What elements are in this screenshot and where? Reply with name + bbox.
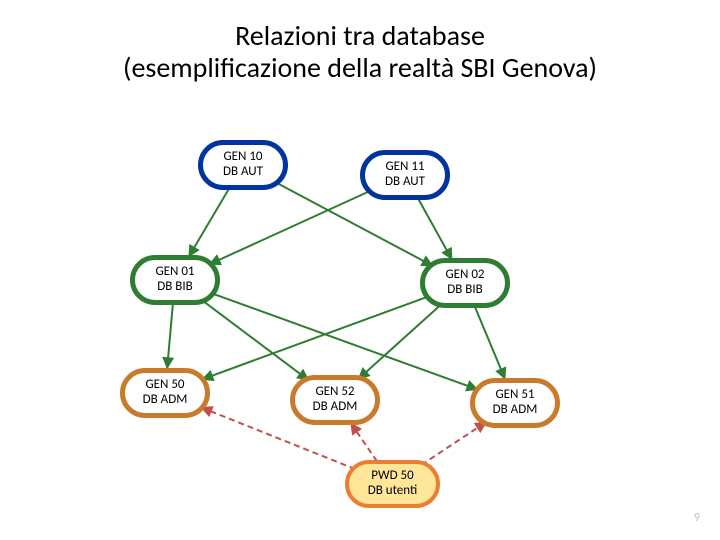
edge <box>418 199 451 259</box>
edge <box>202 300 308 380</box>
edge <box>359 304 442 378</box>
node-label: GEN 02 <box>445 267 484 282</box>
node-label: DB ADM <box>493 402 538 417</box>
node-label: GEN 10 <box>223 149 262 164</box>
node-label: GEN 01 <box>155 264 194 279</box>
node-label: PWD 50 <box>371 468 413 483</box>
node-gen52-db-adm: GEN 52 DB ADM <box>290 375 380 425</box>
title-line2: (esemplificazione della realtà SBI Genov… <box>123 50 597 85</box>
node-label: GEN 52 <box>315 384 354 399</box>
node-label: DB BIB <box>447 282 482 297</box>
edge <box>203 297 428 379</box>
node-gen10-db-aut: GEN 10 DB AUT <box>198 140 288 190</box>
node-label: GEN 50 <box>145 377 184 392</box>
node-label: DB utenti <box>368 483 417 498</box>
node-label: DB ADM <box>313 399 358 414</box>
page-number: 9 <box>694 511 700 525</box>
node-gen11-db-aut: GEN 11 DB AUT <box>360 150 450 200</box>
edge <box>210 191 370 264</box>
node-label: DB AUT <box>385 174 425 189</box>
node-pwd50-db-utenti: PWD 50 DB utenti <box>345 460 440 508</box>
node-label: DB BIB <box>157 279 192 294</box>
edge <box>189 189 229 256</box>
node-label: GEN 51 <box>495 387 534 402</box>
edge <box>351 423 377 461</box>
node-gen01-db-bib: GEN 01 DB BIB <box>130 255 220 305</box>
node-label: DB ADM <box>143 392 188 407</box>
node-gen02-db-bib: GEN 02 DB BIB <box>420 258 510 308</box>
node-label: GEN 11 <box>385 159 424 174</box>
node-label: DB AUT <box>223 164 263 179</box>
edge <box>421 422 486 465</box>
edge <box>167 305 173 368</box>
slide-title: Relazioni tra database (esemplificazione… <box>0 20 720 84</box>
edge <box>475 307 505 378</box>
node-gen51-db-adm: GEN 51 DB ADM <box>470 378 560 428</box>
node-gen50-db-adm: GEN 50 DB ADM <box>120 368 210 418</box>
title-line1: Relazioni tra database <box>235 18 485 53</box>
